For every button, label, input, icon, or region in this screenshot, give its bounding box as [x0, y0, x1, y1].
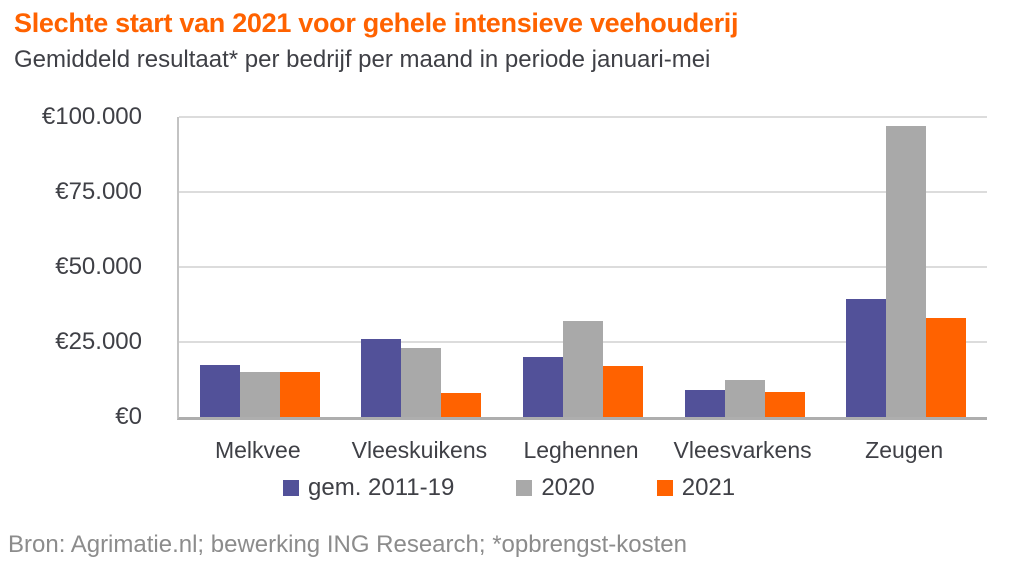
x-axis-category-label: Leghennen [523, 437, 639, 463]
bar-2020-vleesvarkens [724, 379, 765, 417]
bar-gem-2011-19-vleeskuikens [361, 339, 402, 417]
chart-subtitle: Gemiddeld resultaat* per bedrijf per maa… [14, 46, 711, 73]
bar-gem-2011-19-melkvee [199, 364, 240, 417]
bar-2021-zeugen [926, 318, 967, 417]
legend-item: 2020 [516, 474, 595, 502]
legend-item: gem. 2011-19 [283, 474, 454, 502]
x-axis-category-label: Vleesvarkens [673, 437, 812, 463]
bar-2021-leghennen [603, 366, 643, 417]
bar-2020-zeugen [886, 126, 927, 417]
legend-swatch-icon [656, 480, 673, 496]
bar-2021-melkvee [279, 372, 320, 417]
bar-gem-2011-19-vleesvarkens [684, 390, 725, 417]
bar-2020-leghennen [563, 321, 603, 417]
x-axis-category-label: Zeugen [865, 437, 944, 463]
gridline [179, 266, 987, 268]
bar-gem-2011-19-zeugen [846, 298, 887, 417]
bar-2021-vleesvarkens [764, 391, 805, 417]
y-axis-tick-label: €75.000 [55, 178, 142, 205]
legend-item: 2021 [656, 474, 736, 502]
bar-2021-vleeskuikens [441, 393, 482, 417]
chart-legend: gem. 2011-19 2020 2021 [283, 474, 735, 502]
chart-title: Slechte start van 2021 voor gehele inten… [14, 8, 739, 38]
legend-swatch-icon [283, 480, 299, 496]
bar-2020-melkvee [239, 372, 280, 417]
source-note: Bron: Agrimatie.nl; bewerking ING Resear… [8, 531, 687, 558]
y-axis-tick-label: €25.000 [55, 328, 142, 355]
y-axis-tick-label: €50.000 [55, 253, 142, 280]
y-axis-tick-label: €0 [115, 403, 142, 430]
legend-label: gem. 2011-19 [308, 474, 455, 501]
legend-label: 2021 [681, 474, 736, 501]
legend-label: 2020 [541, 474, 595, 501]
plot-area [177, 116, 987, 420]
legend-swatch-icon [516, 480, 533, 496]
x-axis-category-label: Vleeskuikens [351, 437, 488, 463]
gridline [179, 116, 987, 118]
gridline [179, 191, 987, 193]
bar-gem-2011-19-leghennen [523, 357, 563, 417]
x-axis-category-label: Melkvee [214, 437, 301, 463]
bar-2020-vleeskuikens [401, 348, 442, 417]
y-axis-tick-label: €100.000 [41, 103, 142, 130]
